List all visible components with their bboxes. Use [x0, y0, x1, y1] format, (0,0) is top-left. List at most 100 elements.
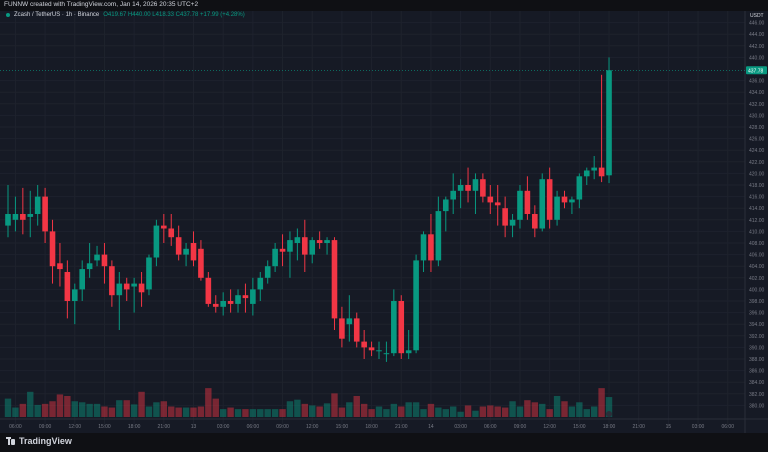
candle-body[interactable]: [264, 266, 271, 278]
candle-body[interactable]: [205, 277, 212, 304]
candle-body[interactable]: [435, 211, 442, 261]
candle-body[interactable]: [502, 208, 508, 226]
candle-body[interactable]: [509, 219, 516, 226]
candle-body[interactable]: [331, 240, 338, 319]
candle-body[interactable]: [235, 295, 241, 304]
volume-bar: [531, 402, 539, 417]
candle-body[interactable]: [391, 301, 397, 354]
candle-body[interactable]: [346, 318, 353, 325]
candle-body[interactable]: [465, 185, 471, 191]
candle-body[interactable]: [442, 199, 449, 212]
candle-body[interactable]: [472, 179, 479, 191]
candle-body[interactable]: [272, 248, 278, 267]
candle-body[interactable]: [361, 341, 367, 348]
candle-body[interactable]: [42, 196, 48, 232]
candle-body[interactable]: [546, 179, 553, 220]
scroll-to-realtime-icon[interactable]: [606, 411, 613, 417]
candle-body[interactable]: [34, 196, 41, 214]
candle-body[interactable]: [220, 301, 226, 307]
candle-body[interactable]: [79, 269, 85, 290]
volume-bar: [271, 409, 279, 417]
volume-bar: [19, 403, 27, 417]
candle-body[interactable]: [598, 167, 605, 177]
candle-body[interactable]: [175, 237, 182, 255]
candle-body[interactable]: [198, 248, 204, 278]
candle-body[interactable]: [5, 214, 11, 226]
candle-body[interactable]: [450, 190, 456, 200]
candle-body[interactable]: [27, 214, 34, 217]
candle-body[interactable]: [532, 214, 538, 229]
chart-area[interactable]: 380.00 382.00 384.00 386.00 388.00 390.00 392.…: [0, 11, 768, 452]
candle-body[interactable]: [161, 225, 167, 229]
candle-body[interactable]: [517, 190, 523, 220]
candle-body[interactable]: [316, 240, 323, 243]
volume-bar: [309, 405, 316, 417]
candle-body[interactable]: [368, 347, 375, 351]
candle-body[interactable]: [64, 272, 71, 301]
candle-body[interactable]: [457, 185, 464, 191]
candle-body[interactable]: [583, 170, 590, 177]
volume-bar: [86, 403, 93, 417]
candle-body[interactable]: [420, 234, 427, 261]
candle-body[interactable]: [212, 303, 219, 307]
candle-body[interactable]: [554, 196, 560, 220]
candle-body[interactable]: [86, 263, 93, 270]
time-tick-label: 09:00: [39, 424, 52, 430]
candle-body[interactable]: [576, 176, 583, 200]
symbol-title[interactable]: Zcash / TetherUS · 1h · Binance: [14, 12, 100, 18]
candle-body[interactable]: [168, 228, 175, 238]
candle-body[interactable]: [49, 231, 56, 267]
candle-body[interactable]: [569, 199, 575, 203]
candle-body[interactable]: [101, 254, 108, 267]
candle-body[interactable]: [294, 237, 301, 243]
candle-body[interactable]: [12, 214, 19, 220]
candle-body[interactable]: [302, 237, 308, 255]
candle-body[interactable]: [591, 167, 597, 171]
candle-body[interactable]: [183, 248, 189, 255]
candle-body[interactable]: [242, 295, 249, 299]
candle-body[interactable]: [227, 301, 234, 304]
candle-body[interactable]: [413, 260, 419, 351]
candle-body[interactable]: [116, 283, 123, 296]
candle-body[interactable]: [250, 289, 256, 304]
candle-body[interactable]: [309, 240, 316, 255]
candle-body[interactable]: [324, 240, 330, 243]
candle-body[interactable]: [190, 243, 197, 261]
candle-body[interactable]: [71, 289, 78, 301]
volume-bar: [524, 400, 531, 417]
price-tick-label: 394.00: [749, 322, 765, 328]
candle-body[interactable]: [376, 350, 382, 352]
candle-body[interactable]: [138, 283, 145, 293]
price-tick-label: 428.00: [749, 125, 765, 131]
candle-body[interactable]: [539, 179, 546, 229]
price-tick-label: 404.00: [749, 264, 765, 270]
price-tick-label: 444.00: [749, 32, 765, 38]
candle-body[interactable]: [57, 263, 63, 270]
candle-body[interactable]: [494, 202, 501, 206]
candle-body[interactable]: [353, 318, 360, 342]
volume-bar: [494, 406, 501, 417]
candle-body[interactable]: [606, 70, 612, 176]
candle-body[interactable]: [279, 248, 286, 252]
candle-body[interactable]: [428, 234, 434, 261]
candle-body[interactable]: [123, 283, 130, 290]
candle-body[interactable]: [398, 301, 405, 354]
candle-body[interactable]: [487, 196, 494, 203]
candle-body[interactable]: [94, 254, 100, 261]
volume-bar: [234, 409, 242, 417]
candle-body[interactable]: [287, 240, 293, 252]
price-tick-label: 406.00: [749, 253, 765, 259]
candle-body[interactable]: [480, 179, 486, 197]
candle-body[interactable]: [339, 318, 345, 339]
candle-body[interactable]: [109, 266, 115, 296]
candle-body[interactable]: [524, 190, 531, 214]
candle-body[interactable]: [405, 350, 412, 354]
candle-body[interactable]: [561, 196, 568, 203]
candle-body[interactable]: [20, 214, 26, 220]
candle-body[interactable]: [146, 257, 152, 290]
candle-body[interactable]: [153, 225, 160, 258]
candle-body[interactable]: [131, 283, 137, 287]
candle-body[interactable]: [257, 277, 264, 290]
candlestick-chart[interactable]: 380.00 382.00 384.00 386.00 388.00 390.00 392.…: [0, 11, 768, 433]
candle-body[interactable]: [383, 353, 390, 355]
